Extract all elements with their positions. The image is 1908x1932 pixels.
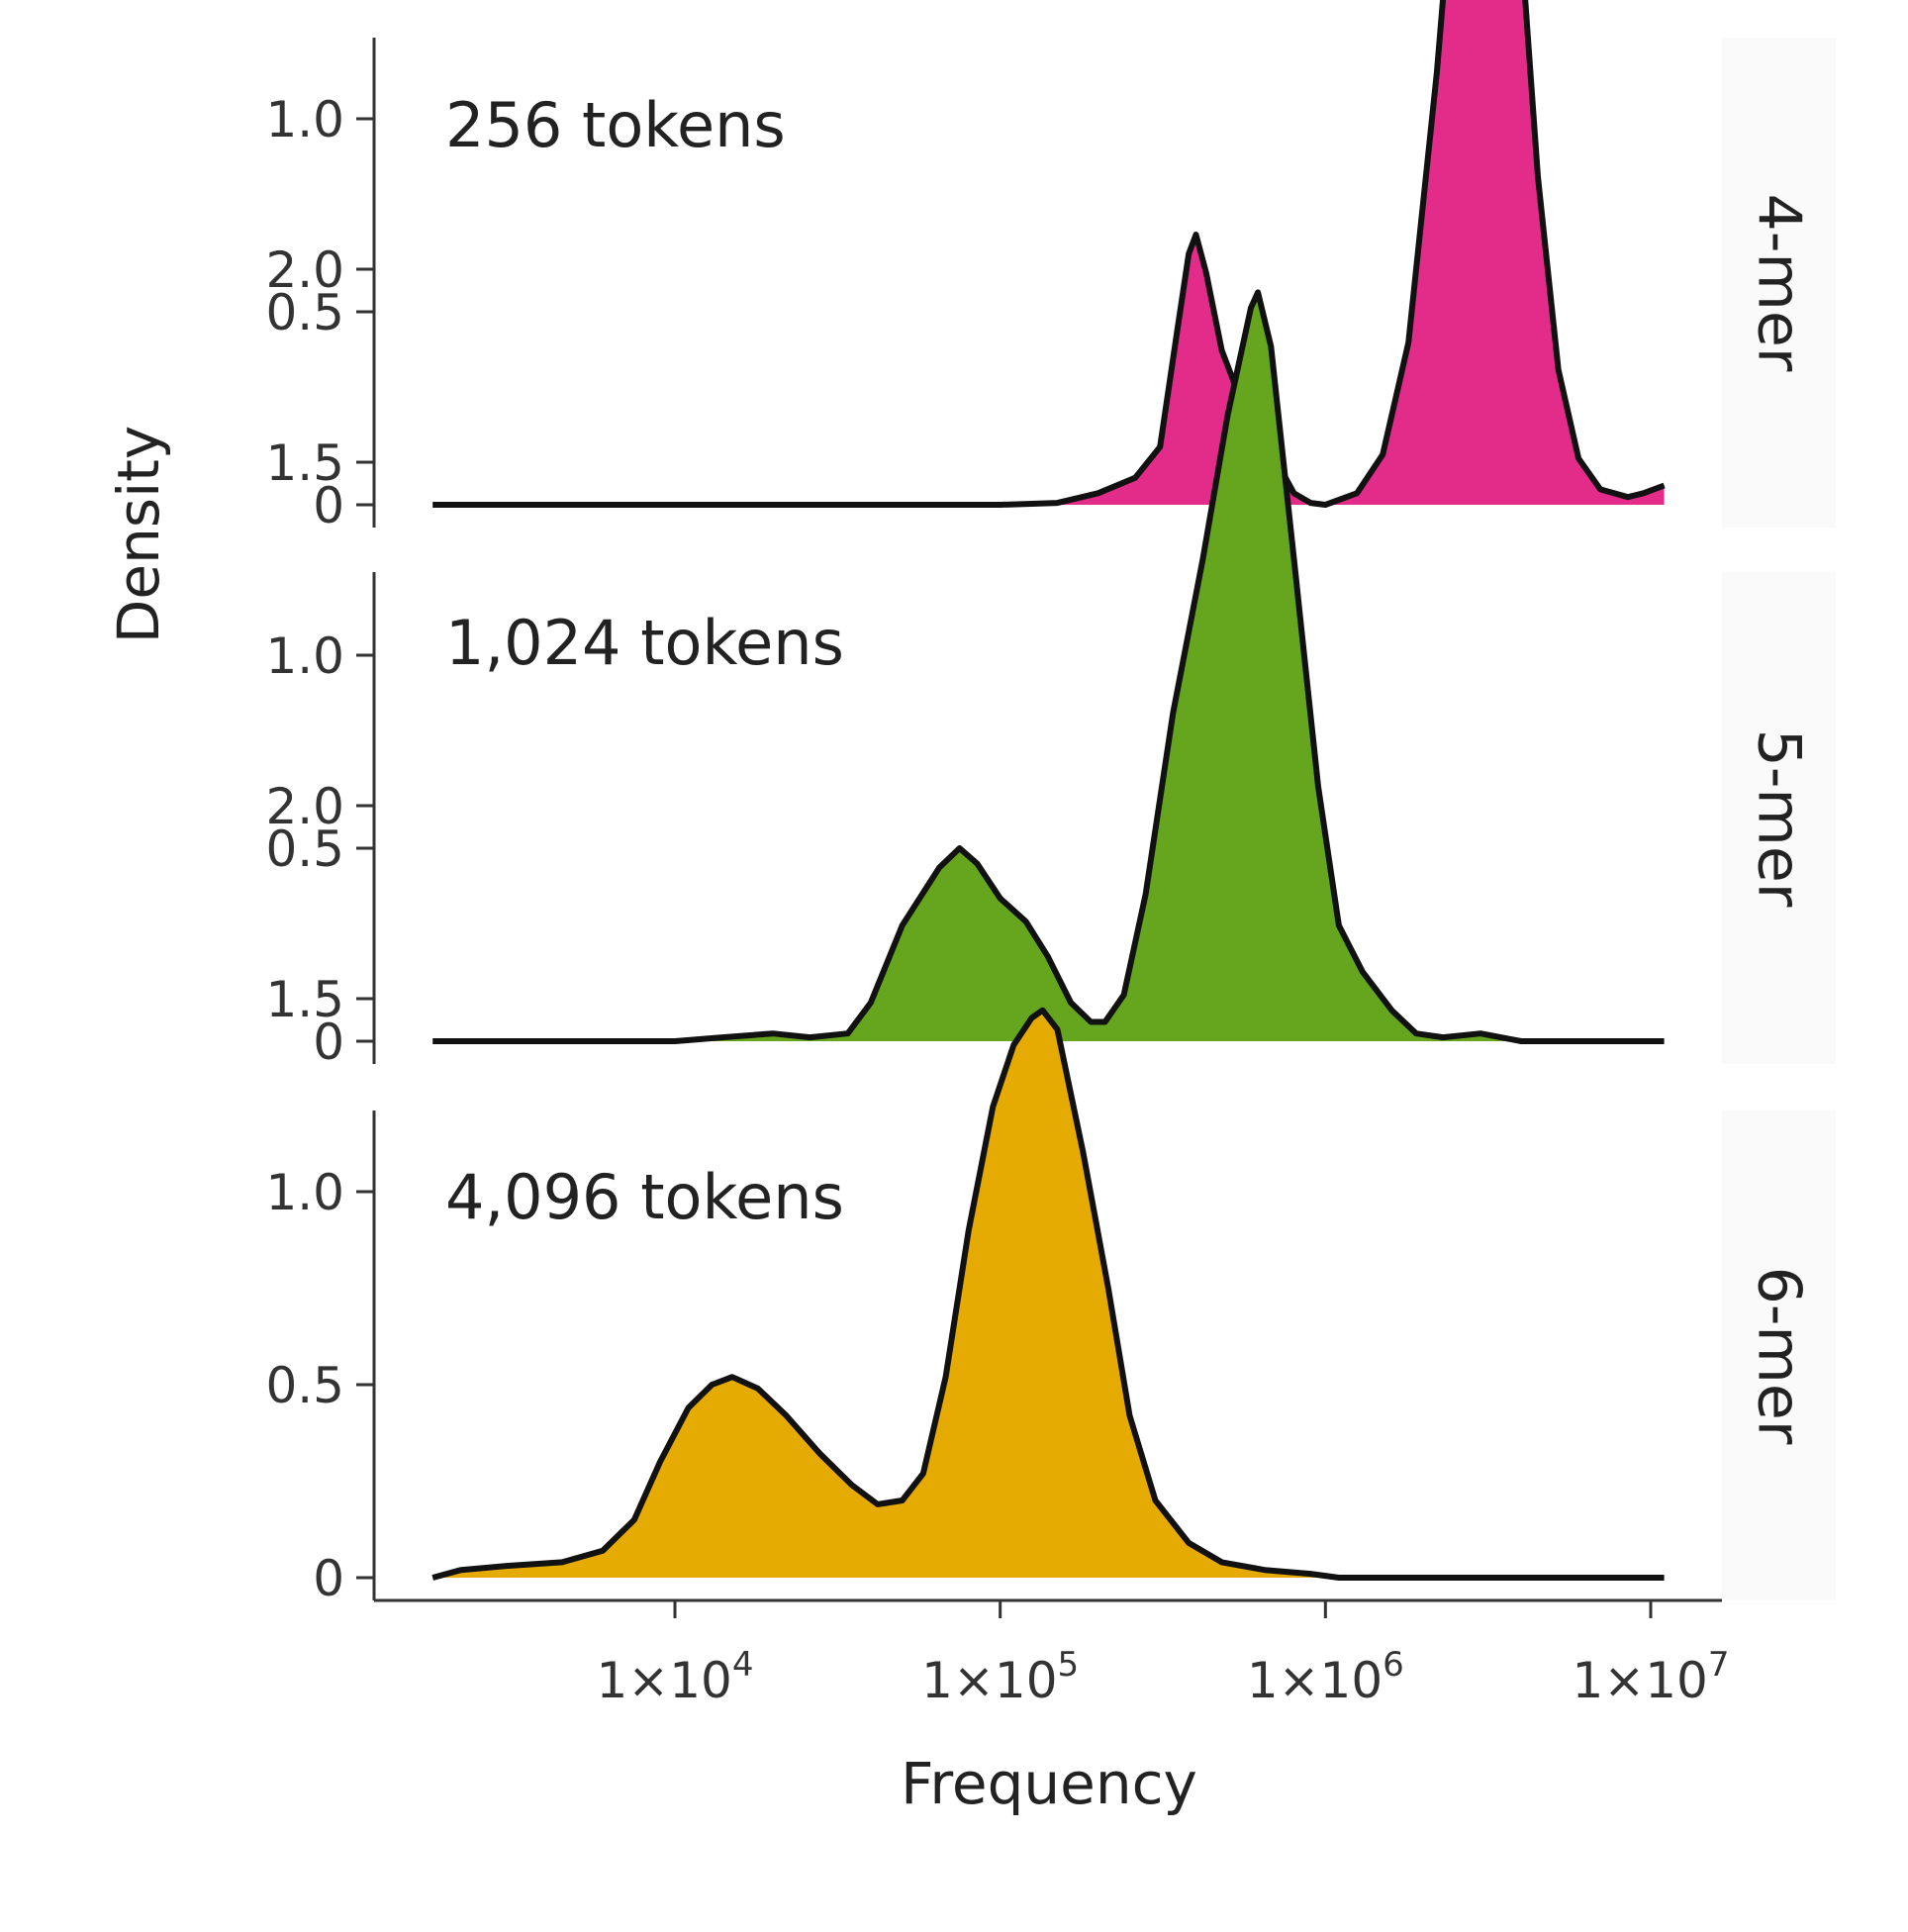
x-axis-title: Frequency [901,1750,1197,1817]
facet-strip-label: 6-mer [1745,1267,1814,1445]
y-tick-label: 2.0 [265,778,344,835]
panel-6-mer: 0 0.5 1.0 1.5 2.0 4,096 tokens 6-mer [265,778,1836,1607]
y-tick-label: 1.5 [265,435,344,492]
panel-4-mer: 0 0.5 1.0 1.5 2.0 256 tokens 4-mer [265,0,1836,534]
density-curve-4-mer [432,0,1666,508]
x-tick-label: 1×107 [1573,1645,1730,1709]
facet-strip-label: 5-mer [1745,729,1814,908]
x-tick-label: 1×105 [921,1645,1079,1709]
facet-strip-background [1722,572,1836,1064]
y-tick-label: 0 [313,1550,344,1607]
facet-panels: 0 0.5 1.0 1.5 2.0 256 tokens 4-mer 0 0.5 1.0 1.5 2.… [265,0,1836,1607]
token-count-annotation: 256 tokens [445,89,786,161]
y-tick-label: 0.5 [265,284,344,341]
y-tick-label: 1.0 [265,628,344,685]
token-count-annotation: 1,024 tokens [445,607,844,679]
density-curve-5-mer [432,289,1665,1044]
y-tick-label: 1.5 [265,971,344,1028]
x-tick-label: 1×104 [597,1645,754,1709]
density-curve-6-mer [431,1007,1665,1581]
y-axis-title: Density [105,426,172,644]
y-tick-label: 0 [313,477,344,534]
y-tick-label: 0 [313,1014,344,1071]
x-tick-label: 1×106 [1247,1645,1404,1709]
density-area-4-mer [432,0,1665,505]
x-axis: 1×104 1×105 1×106 1×107 [374,1598,1730,1709]
y-tick-label: 0.5 [265,1357,344,1414]
y-tick-label: 0.5 [265,821,344,878]
y-tick-label: 1.0 [265,91,344,148]
density-area-6-mer [432,1010,1665,1578]
facet-strip-background [1722,1111,1836,1600]
facet-strip-background [1722,38,1836,528]
y-tick-label: 2.0 [265,242,344,299]
y-tick-label: 1.0 [265,1164,344,1221]
token-count-annotation: 4,096 tokens [445,1161,844,1233]
facet-strip-label: 4-mer [1745,194,1814,372]
panel-5-mer: 0 0.5 1.0 1.5 2.0 1,024 tokens 5-mer [265,242,1836,1071]
